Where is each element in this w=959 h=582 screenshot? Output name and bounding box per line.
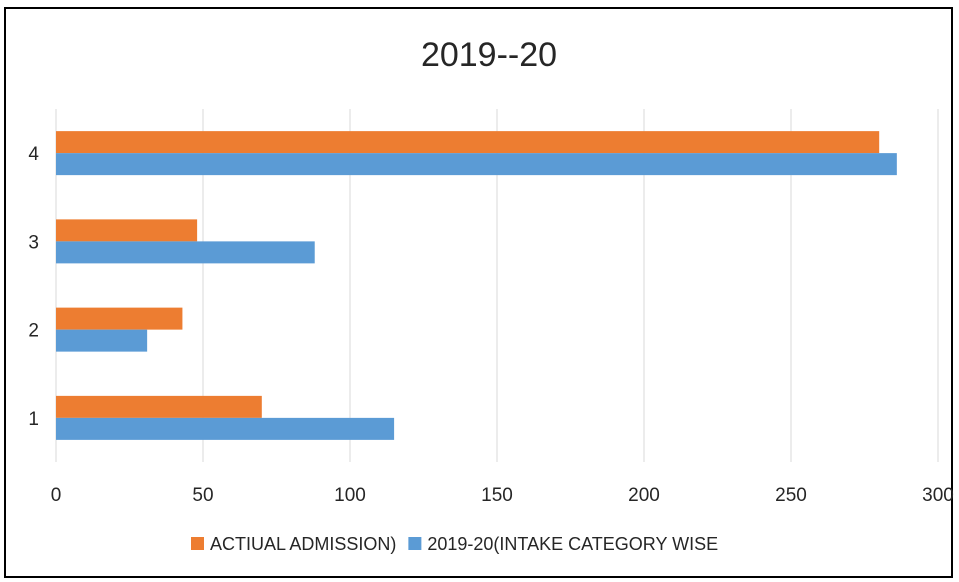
bar-chart: 2019--20 1 2 3 4 0 50 100 150 200 250 300 ACTIUAL… (28, 36, 954, 554)
bar-series1-cat-3 (56, 219, 198, 242)
bar-series1-cat-2 (56, 307, 183, 330)
x-tick-label-6: 300 (922, 485, 954, 506)
legend-swatch-1 (191, 537, 204, 550)
y-axis-labels: 1 2 3 4 (28, 144, 39, 430)
bar-series2-cat-3 (56, 241, 315, 264)
x-tick-label-4: 200 (628, 485, 660, 506)
legend: ACTIUAL ADMISSION) 2019-20(INTAKE CATEGOR… (191, 534, 718, 554)
bar-series2-cat-1 (56, 417, 395, 440)
bar-series1-cat-1 (56, 395, 262, 418)
x-tick-label-0: 0 (51, 485, 62, 506)
y-tick-label-3: 3 (28, 232, 39, 253)
bar-series2-cat-4 (56, 153, 897, 176)
chart-title: 2019--20 (421, 36, 557, 74)
bar-series1-cat-4 (56, 131, 880, 154)
x-axis-labels: 0 50 100 150 200 250 300 (51, 485, 954, 506)
legend-label-2: 2019-20(INTAKE CATEGORY WISE (427, 534, 718, 554)
legend-swatch-2 (408, 537, 422, 550)
x-tick-label-1: 50 (192, 485, 213, 506)
x-tick-label-5: 250 (775, 485, 807, 506)
legend-label-1: ACTIUAL ADMISSION) (210, 534, 396, 554)
y-tick-label-4: 4 (28, 144, 39, 165)
bars (56, 131, 897, 440)
y-tick-label-1: 1 (28, 409, 39, 430)
x-tick-label-2: 100 (334, 485, 366, 506)
x-tick-label-3: 150 (481, 485, 513, 506)
bar-series2-cat-2 (56, 329, 148, 352)
y-tick-label-2: 2 (28, 321, 39, 342)
chart-frame: 2019--20 1 2 3 4 0 50 100 150 200 250 300 ACTIUAL… (4, 7, 954, 578)
